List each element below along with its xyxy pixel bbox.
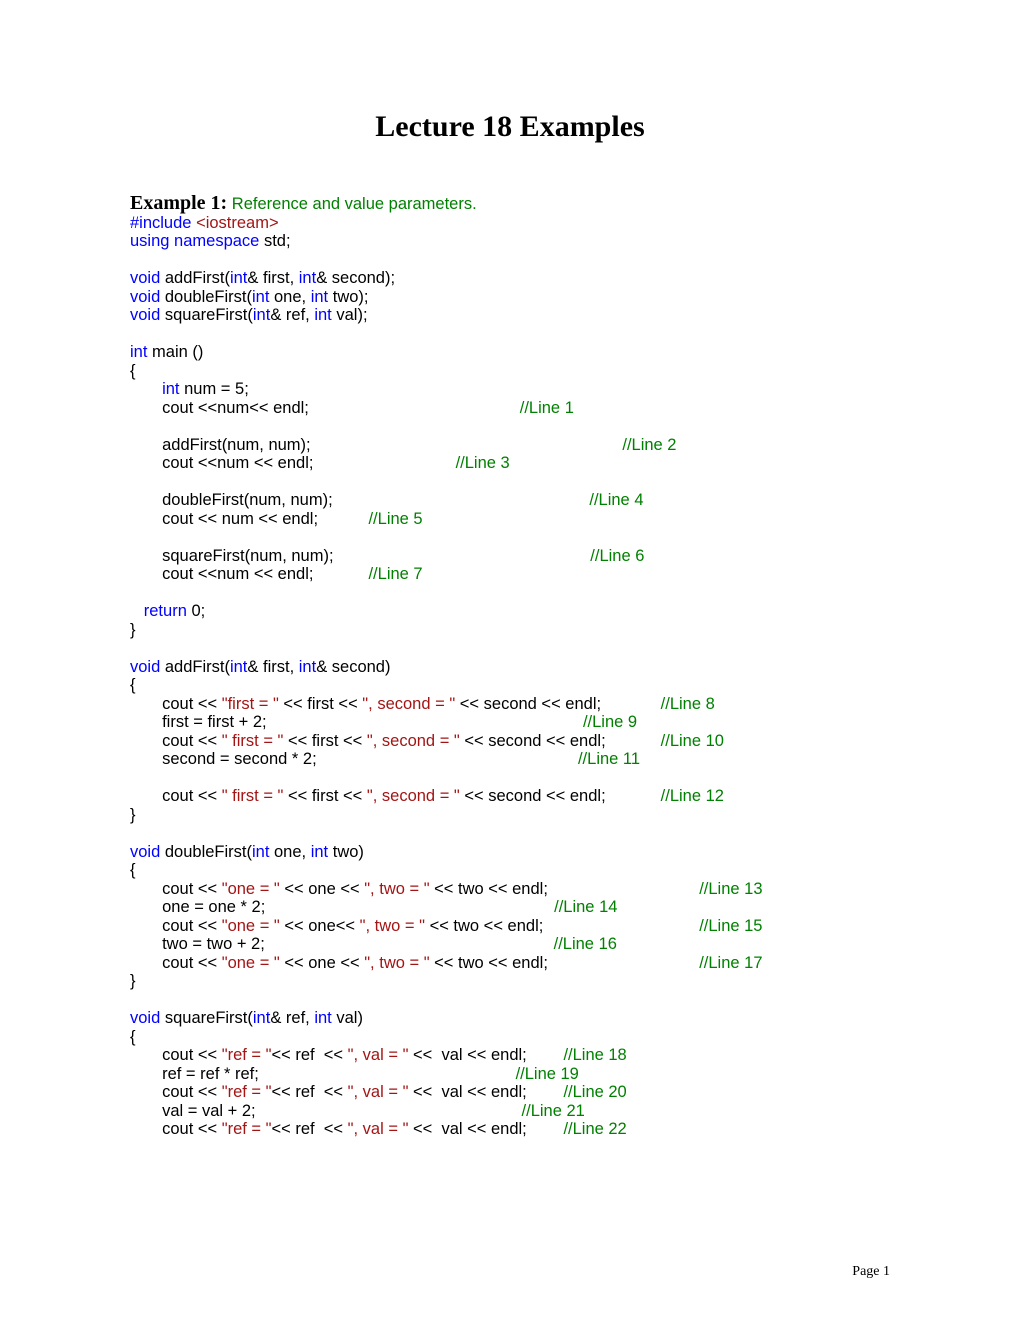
code-line: first = first + 2; //Line 9 <box>130 713 890 732</box>
code-line: return 0; <box>130 602 890 621</box>
blank-line <box>130 473 890 492</box>
example-caption: Reference and value parameters. <box>227 195 476 213</box>
code-line: } <box>130 806 890 825</box>
blank-line <box>130 528 890 547</box>
code-line: cout << "one = " << one << ", two = " <<… <box>130 954 890 973</box>
code-line: { <box>130 676 890 695</box>
blank-line <box>130 991 890 1010</box>
code-line: cout << "first = " << first << ", second… <box>130 695 890 714</box>
example-label: Example 1: <box>130 192 227 214</box>
code-line: squareFirst(num, num); //Line 6 <box>130 547 890 566</box>
code-line: void squareFirst(int& ref, int val); <box>130 306 890 325</box>
code-line: cout << " first = " << first << ", secon… <box>130 732 890 751</box>
code-line: #include <iostream> <box>130 214 890 233</box>
page-number: Page 1 <box>852 1264 890 1280</box>
blank-line <box>130 769 890 788</box>
example-heading: Example 1: Reference and value parameter… <box>130 194 890 214</box>
code-line: cout << "ref = "<< ref << ", val = " << … <box>130 1046 890 1065</box>
blank-line <box>130 639 890 658</box>
code-line: { <box>130 1028 890 1047</box>
code-line: cout << "one = " << one<< ", two = " << … <box>130 917 890 936</box>
code-line: } <box>130 621 890 640</box>
code-line: cout << " first = " << first << ", secon… <box>130 787 890 806</box>
blank-line <box>130 824 890 843</box>
code-line: ref = ref * ref; //Line 19 <box>130 1065 890 1084</box>
code-line: cout << "ref = "<< ref << ", val = " << … <box>130 1120 890 1139</box>
code-line: val = val + 2; //Line 21 <box>130 1102 890 1121</box>
code-line: void doubleFirst(int one, int two) <box>130 843 890 862</box>
blank-line <box>130 251 890 270</box>
code-line: using namespace std; <box>130 232 890 251</box>
code-line: cout << "ref = "<< ref << ", val = " << … <box>130 1083 890 1102</box>
code-line: one = one * 2; //Line 14 <box>130 898 890 917</box>
blank-line <box>130 325 890 344</box>
code-line: int main () <box>130 343 890 362</box>
code-line: { <box>130 861 890 880</box>
code-line: void squareFirst(int& ref, int val) <box>130 1009 890 1028</box>
code-line: void addFirst(int& first, int& second) <box>130 658 890 677</box>
code-line: void addFirst(int& first, int& second); <box>130 269 890 288</box>
code-line: cout <<num << endl; //Line 3 <box>130 454 890 473</box>
blank-line <box>130 417 890 436</box>
code-line: void doubleFirst(int one, int two); <box>130 288 890 307</box>
code-line: cout <<num << endl; //Line 7 <box>130 565 890 584</box>
blank-line <box>130 584 890 603</box>
code-line: addFirst(num, num); //Line 2 <box>130 436 890 455</box>
page-title: Lecture 18 Examples <box>130 110 890 144</box>
code-line: cout << "one = " << one << ", two = " <<… <box>130 880 890 899</box>
code-line: two = two + 2; //Line 16 <box>130 935 890 954</box>
code-line: second = second * 2; //Line 11 <box>130 750 890 769</box>
document-page: Lecture 18 Examples Example 1: Reference… <box>0 0 1020 1320</box>
code-line: cout <<num<< endl; //Line 1 <box>130 399 890 418</box>
code-line: cout << num << endl; //Line 5 <box>130 510 890 529</box>
code-line: { <box>130 362 890 381</box>
code-line: doubleFirst(num, num); //Line 4 <box>130 491 890 510</box>
code-line: int num = 5; <box>130 380 890 399</box>
code-line: } <box>130 972 890 991</box>
